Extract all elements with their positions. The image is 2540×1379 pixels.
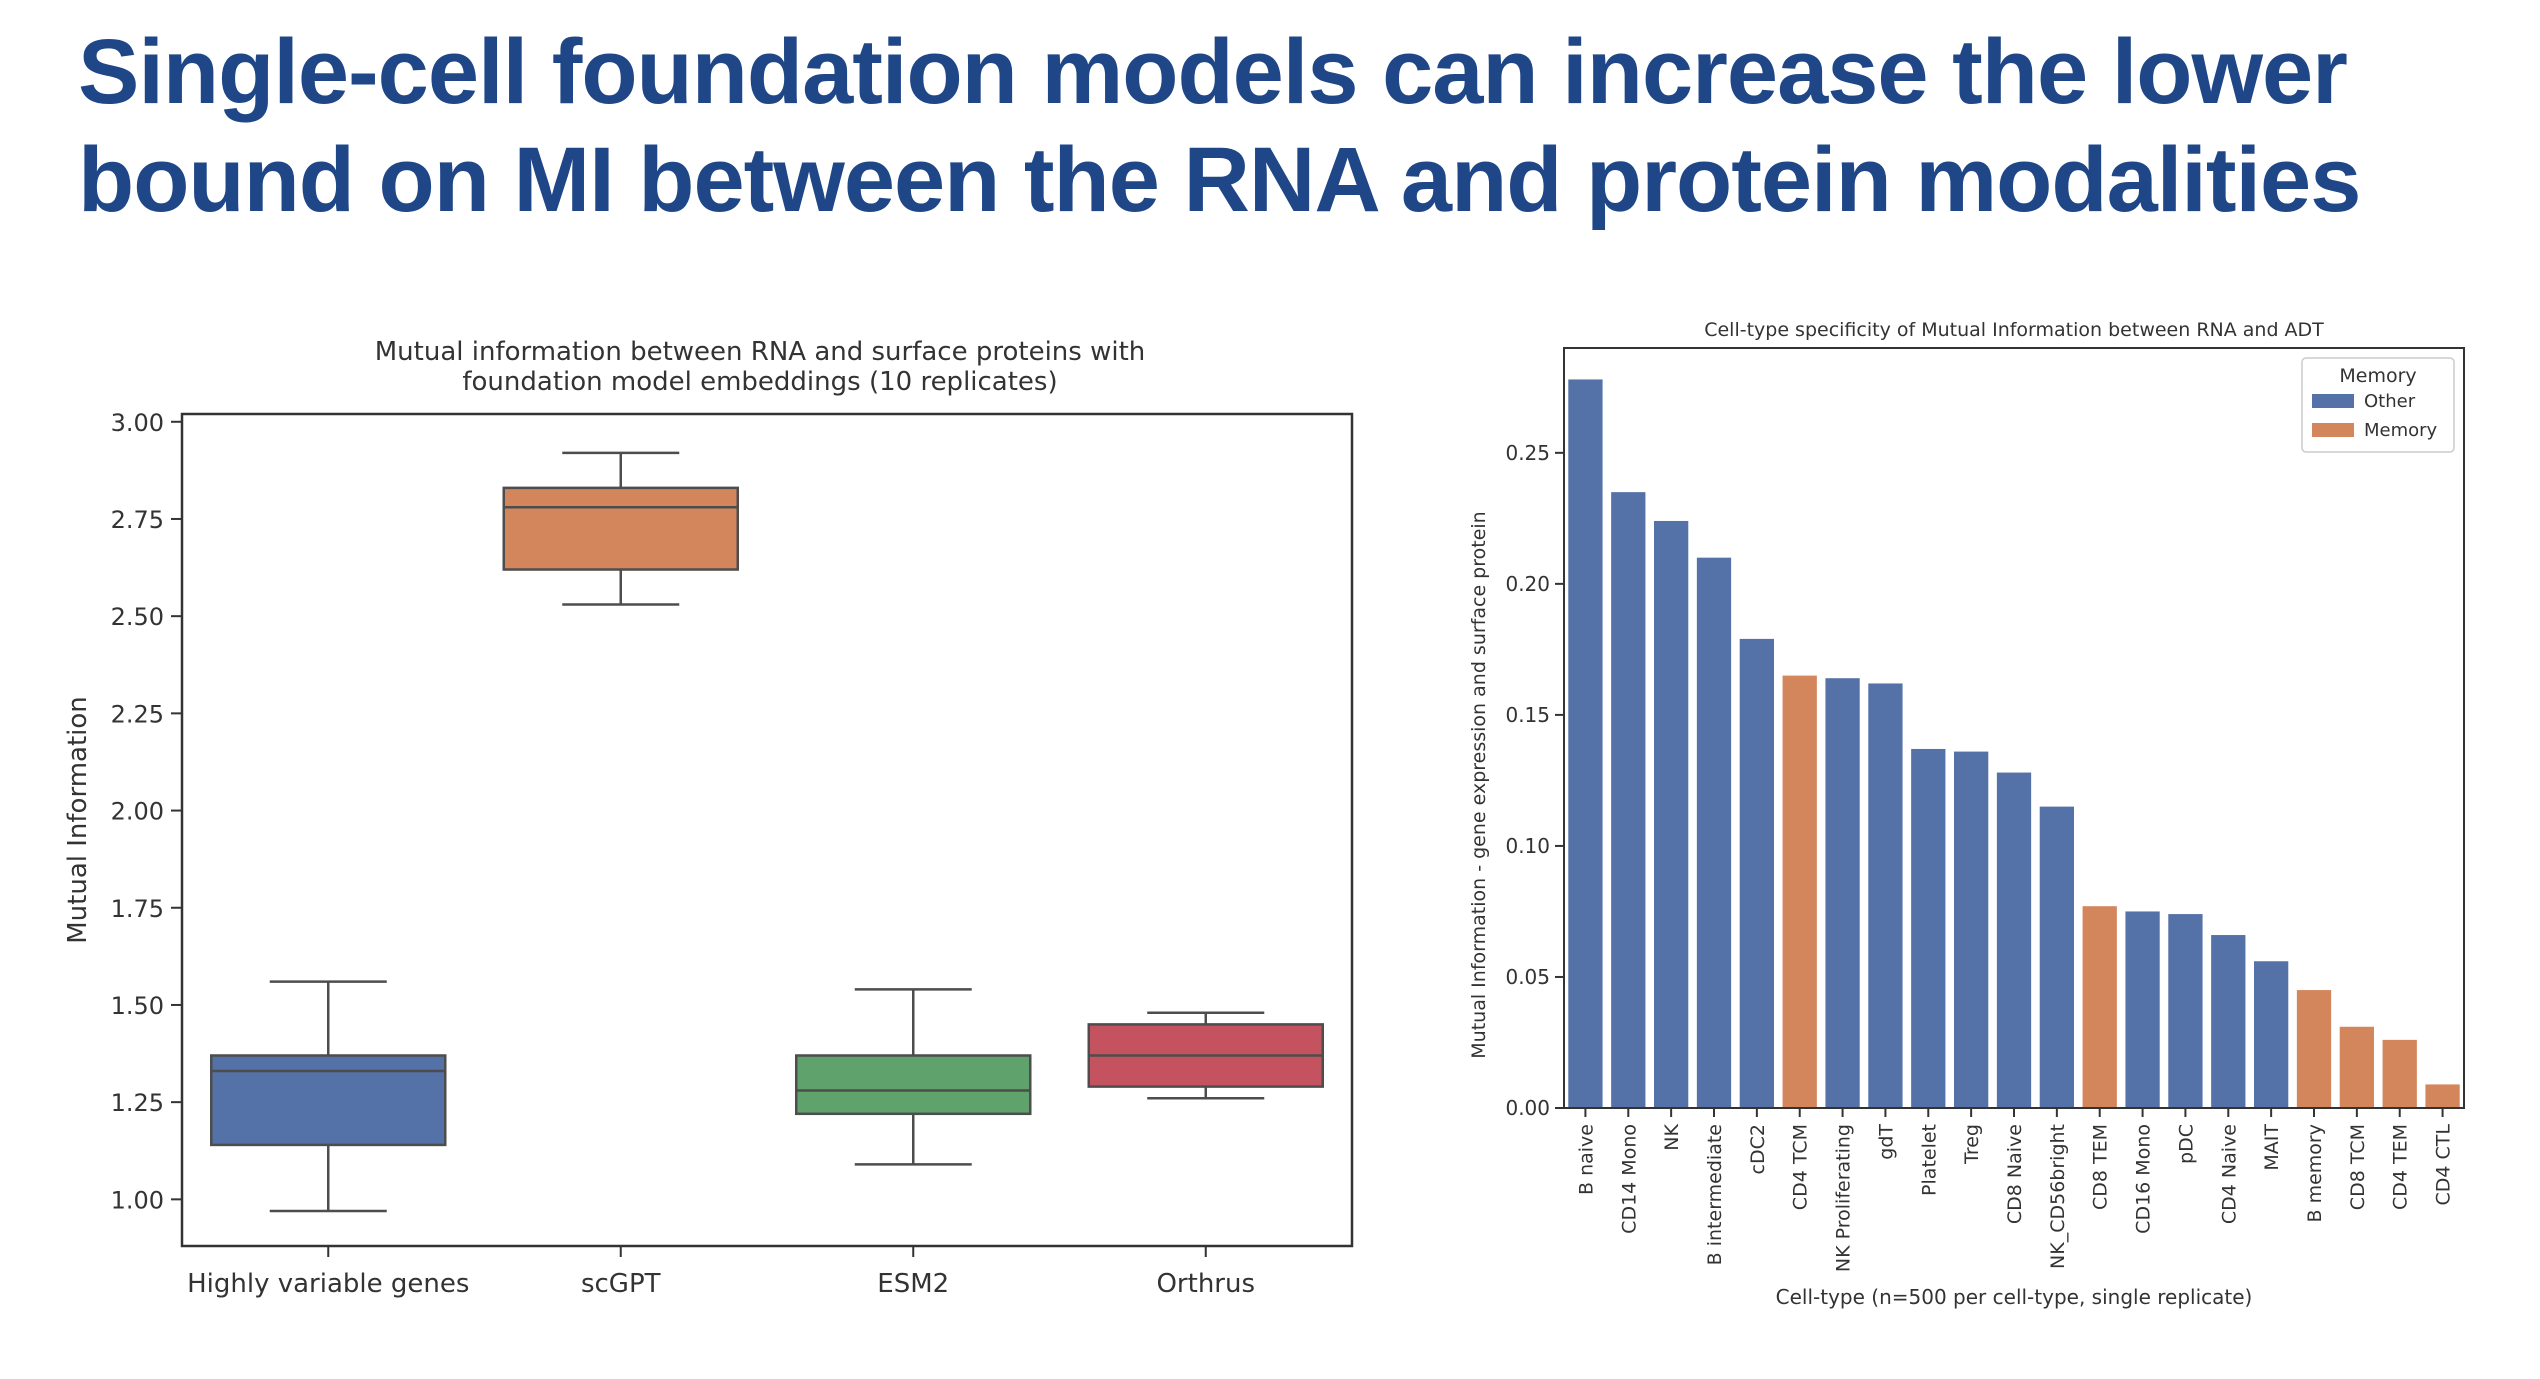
bar-mait [2254,961,2289,1108]
x-tick-label: NK_CD56bright [2047,1124,2069,1269]
y-tick-label: 0.10 [1505,834,1550,858]
bar-cdc2 [1739,638,1774,1108]
y-tick-label: 2.75 [111,506,164,534]
legend-label-memory: Memory [2364,420,2438,441]
x-tick-label: MAIT [2261,1124,2283,1171]
box-highly-variable-genes [210,1054,447,1147]
bar-treg [1954,751,1989,1108]
x-tick-label: CD4 Naive [2218,1124,2240,1224]
y-tick-label: 1.25 [111,1089,164,1117]
bar-gdt [1868,683,1903,1108]
legend-title: Memory [2339,365,2416,387]
y-tick-label: 0.25 [1505,441,1550,465]
x-tick-label: B memory [2304,1124,2326,1222]
bar-cd4-tcm [1782,675,1817,1108]
bar-b-intermediate [1696,557,1732,1108]
x-tick-label: CD4 TCM [1790,1124,1812,1210]
slide-title: Single-cell foundation models can increa… [78,18,2478,234]
x-tick-label: scGPT [581,1269,661,1299]
box-plot-chart: Mutual information between RNA and surfa… [63,337,1354,1299]
x-tick-label: CD4 TEM [2390,1124,2412,1210]
box-chart-title-line-2: foundation model embeddings (10 replicat… [462,367,1057,397]
bar-platelet [1911,748,1946,1108]
bar-nk-cd56bright [2039,806,2074,1108]
bar-cd4-ctl [2425,1084,2460,1108]
x-tick-label: CD8 TEM [2090,1124,2112,1210]
y-tick-label: 0.15 [1505,703,1550,727]
x-tick-label: B intermediate [1704,1124,1726,1265]
bar-cd8-tcm [2339,1026,2374,1108]
y-tick-label: 3.00 [111,409,164,437]
box-chart-y-axis-label: Mutual Information [63,696,93,944]
box-scgpt [502,486,739,571]
bar-b-memory [2296,990,2332,1108]
x-tick-label: cDC2 [1747,1124,1769,1174]
bar-cd4-tem [2382,1039,2417,1108]
bar-chart-marks: 0.00 0.05 0.10 0.15 0.20 0.25 B naive CD14 Mono… [1505,379,2460,1272]
slide-title-line-1: Single-cell foundation models can increa… [78,21,2348,123]
bar-nk [1654,520,1689,1108]
x-tick-label: CD8 TCM [2347,1124,2369,1210]
x-tick-label: Orthrus [1156,1269,1255,1299]
bar-chart-legend: Memory Other Memory [2301,357,2455,453]
y-tick-label: 2.50 [111,603,164,631]
x-tick-label: NK Proliferating [1833,1124,1855,1272]
box-plot-marks: 1.00 1.25 1.50 1.75 2.00 2.25 2.50 2.75 3.00 High… [111,409,1324,1299]
bar-cd16-mono [2125,911,2160,1108]
y-tick-label: 1.50 [111,992,164,1020]
x-tick-label: CD14 Mono [1618,1124,1640,1234]
x-tick-label: pDC [2175,1124,2197,1164]
legend-swatch-other [2312,394,2354,408]
bar-cd4-naive [2211,935,2246,1108]
x-tick-label: Platelet [1918,1124,1940,1196]
x-tick-label: NK [1661,1123,1683,1150]
y-tick-label: 0.20 [1505,572,1550,596]
bar-cd14-mono [1611,492,1646,1108]
box-esm2 [795,1054,1032,1116]
x-tick-label: gdT [1875,1124,1897,1160]
bar-chart: Cell-type specificity of Mutual Informat… [1468,319,2465,1309]
y-tick-label: 2.00 [111,798,164,826]
bar-cd8-tem [2082,906,2117,1108]
y-tick-label: 1.00 [111,1186,164,1214]
x-tick-label: CD16 Mono [2133,1124,2155,1234]
x-tick-label: B naive [1575,1124,1597,1195]
y-tick-label: 1.75 [111,895,164,923]
y-tick-label: 0.05 [1505,965,1550,989]
legend-swatch-memory [2312,423,2354,437]
y-tick-label: 2.25 [111,700,164,728]
x-tick-label: CD8 Naive [2004,1124,2026,1224]
legend-label-other: Other [2364,391,2416,412]
x-tick-label: ESM2 [877,1269,949,1299]
bar-chart-title: Cell-type specificity of Mutual Informat… [1704,319,2324,341]
x-tick-label: CD4 CTL [2433,1124,2455,1206]
bar-pdc [2168,914,2203,1108]
box-chart-title-line-1: Mutual information between RNA and surfa… [375,337,1146,367]
bar-nk-proliferating [1825,678,1860,1108]
bar-chart-plot-frame [1563,347,2465,1109]
slide-title-line-2: bound on MI between the RNA and protein … [78,129,2361,231]
bar-chart-x-axis-label: Cell-type (n=500 per cell-type, single r… [1776,1285,2253,1309]
x-tick-label: Treg [1961,1124,1983,1165]
y-tick-label: 0.00 [1505,1096,1550,1120]
bar-cd8-naive [1996,772,2032,1108]
bar-chart-y-axis-label: Mutual Information - gene expression and… [1468,511,1490,1058]
bar-b-naive [1568,379,1603,1109]
x-tick-label: Highly variable genes [187,1269,469,1299]
box-chart-plot-frame [180,412,1354,1248]
